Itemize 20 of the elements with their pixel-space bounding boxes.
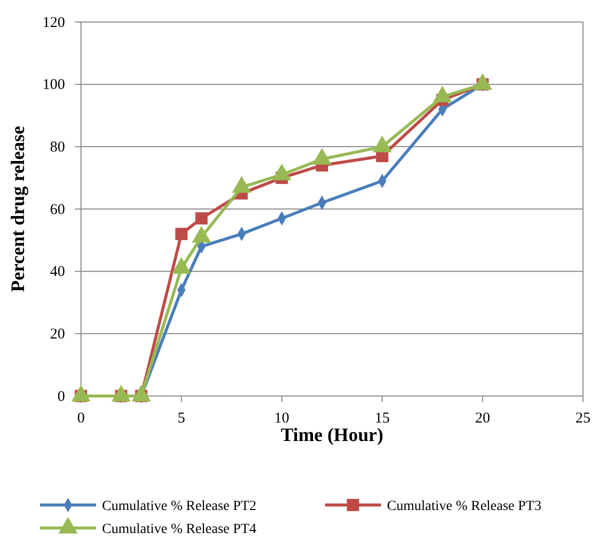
y-axis-title: Percent drug release [8,126,29,292]
x-tick-label: 25 [576,410,590,427]
y-tick-label: 120 [42,14,65,31]
y-tick-label: 100 [42,77,65,94]
x-tick-label: 0 [77,410,85,427]
y-tick-label: 20 [50,326,65,342]
point [195,212,208,224]
legend-label: Cumulative % Release PT2 [102,499,256,514]
legend-label: Cumulative % Release PT3 [387,499,542,514]
x-tick-label: 5 [178,410,186,427]
x-tick-label: 20 [475,410,490,427]
y-tick-label: 60 [50,202,65,218]
y-tick-label: 0 [58,388,65,405]
x-tick-label: 10 [274,410,290,427]
legend-label: Cumulative % Release PT4 [102,522,256,537]
y-tick-label: 80 [50,139,65,156]
x-axis-title: Time (Hour) [280,425,384,446]
point [175,228,188,240]
y-tick-label: 40 [50,264,65,280]
x-tick-label: 15 [374,410,390,427]
